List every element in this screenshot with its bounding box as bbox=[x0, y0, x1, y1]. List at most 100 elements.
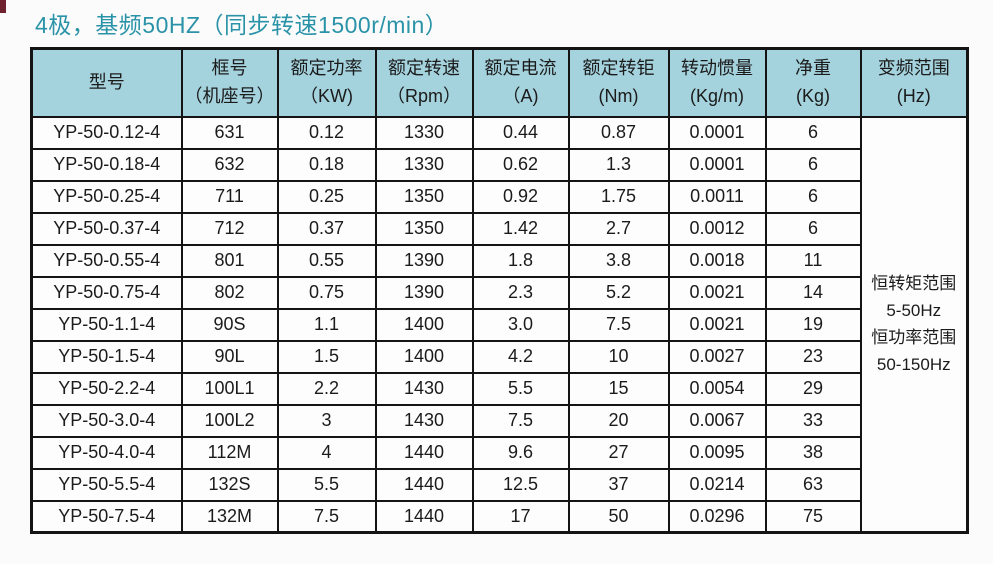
cell-weight: 6 bbox=[764, 179, 862, 214]
table-row: YP-50-1.5-4 90L 1.5 1400 4.2 10 0.0027 23 bbox=[30, 339, 968, 374]
col-header-current-label: 额定电流 bbox=[484, 57, 557, 78]
cell-torque: 7.5 bbox=[567, 307, 670, 342]
cell-inertia: 0.0067 bbox=[667, 403, 767, 438]
table-header: 型号 框号 （机座号） 额定功率 （KW) 额定转速 （Rpm） 额定电流 （A) 额定转钜 (Nm… bbox=[30, 47, 969, 118]
table-body: YP-50-0.12-4 631 0.12 1330 0.44 0.87 0.0001 6 恒转… bbox=[30, 115, 969, 534]
cell-current: 0.92 bbox=[471, 179, 570, 214]
cell-torque: 5.2 bbox=[567, 275, 670, 310]
cell-model: YP-50-0.55-4 bbox=[30, 243, 183, 278]
cell-torque: 15 bbox=[567, 371, 670, 406]
cell-power: 2.2 bbox=[276, 371, 377, 406]
col-header-inertia-unit: (Kg/m) bbox=[690, 85, 744, 106]
cell-power: 1.5 bbox=[276, 339, 377, 374]
cell-speed: 1390 bbox=[374, 275, 474, 310]
cell-current: 0.44 bbox=[471, 115, 570, 150]
cell-frame: 100L1 bbox=[180, 371, 279, 406]
cell-torque: 0.87 bbox=[567, 115, 670, 150]
col-header-freq-range-unit: (Hz) bbox=[896, 85, 931, 106]
cell-inertia: 0.0011 bbox=[667, 179, 767, 214]
cell-speed: 1350 bbox=[374, 211, 474, 246]
col-header-weight: 净重 (Kg) bbox=[764, 47, 862, 118]
cell-model: YP-50-1.5-4 bbox=[30, 339, 183, 374]
cell-frame: 631 bbox=[180, 115, 279, 150]
cell-inertia: 0.0001 bbox=[667, 115, 767, 150]
cell-speed: 1440 bbox=[374, 435, 474, 470]
table-row: YP-50-0.37-4 712 0.37 1350 1.42 2.7 0.0012 6 bbox=[30, 211, 968, 246]
cell-current: 1.8 bbox=[471, 243, 570, 278]
cell-frame: 132M bbox=[180, 499, 279, 534]
cell-power: 0.55 bbox=[276, 243, 377, 278]
cell-speed: 1400 bbox=[374, 307, 474, 342]
cell-weight: 75 bbox=[764, 499, 862, 534]
motor-spec-table: 型号 框号 （机座号） 额定功率 （KW) 额定转速 （Rpm） 额定电流 （A) 额定转钜 (Nm… bbox=[30, 47, 969, 534]
cell-model: YP-50-0.12-4 bbox=[30, 115, 183, 150]
cell-model: YP-50-0.37-4 bbox=[30, 211, 183, 246]
cell-torque: 27 bbox=[567, 435, 670, 470]
cell-weight: 29 bbox=[764, 371, 862, 406]
cell-frame: 632 bbox=[180, 147, 279, 182]
col-header-speed-unit: （Rpm） bbox=[386, 85, 461, 106]
cell-speed: 1440 bbox=[374, 499, 474, 534]
col-header-torque: 额定转钜 (Nm) bbox=[567, 47, 670, 118]
cell-torque: 3.8 bbox=[567, 243, 670, 278]
col-header-current: 额定电流 （A) bbox=[471, 47, 570, 118]
cell-torque: 37 bbox=[567, 467, 670, 502]
cell-current: 9.6 bbox=[471, 435, 570, 470]
cell-frame: 712 bbox=[180, 211, 279, 246]
cell-frame: 802 bbox=[180, 275, 279, 310]
col-header-weight-label: 净重 bbox=[795, 57, 831, 78]
cell-torque: 1.75 bbox=[567, 179, 670, 214]
col-header-freq-range-label: 变频范围 bbox=[877, 57, 950, 78]
cell-weight: 6 bbox=[764, 211, 862, 246]
cell-current: 3.0 bbox=[471, 307, 570, 342]
cell-current: 1.42 bbox=[471, 211, 570, 246]
table-row: YP-50-5.5-4 132S 5.5 1440 12.5 37 0.0214 63 bbox=[30, 467, 968, 502]
col-header-weight-unit: (Kg) bbox=[795, 85, 830, 106]
table-row: YP-50-1.1-4 90S 1.1 1400 3.0 7.5 0.0021 19 bbox=[30, 307, 968, 342]
cell-speed: 1330 bbox=[374, 115, 474, 150]
cell-weight: 33 bbox=[764, 403, 862, 438]
cell-weight: 19 bbox=[764, 307, 862, 342]
cell-current: 4.2 bbox=[471, 339, 570, 374]
cell-power: 4 bbox=[276, 435, 377, 470]
cell-weight: 11 bbox=[764, 243, 862, 278]
cell-speed: 1400 bbox=[374, 339, 474, 374]
cell-power: 0.37 bbox=[276, 211, 377, 246]
col-header-current-unit: （A) bbox=[502, 85, 539, 106]
cell-torque: 2.7 bbox=[567, 211, 670, 246]
cell-current: 5.5 bbox=[471, 371, 570, 406]
col-header-power: 额定功率 （KW) bbox=[276, 47, 377, 118]
cell-power: 0.18 bbox=[276, 147, 377, 182]
col-header-speed: 额定转速 （Rpm） bbox=[374, 47, 474, 118]
cell-inertia: 0.0027 bbox=[667, 339, 767, 374]
cell-inertia: 0.0296 bbox=[667, 499, 767, 534]
col-header-torque-unit: (Nm) bbox=[598, 85, 639, 106]
table-row: YP-50-0.12-4 631 0.12 1330 0.44 0.87 0.0001 6 恒转… bbox=[30, 115, 969, 534]
freq-range-line: 恒功率范围 bbox=[871, 328, 957, 348]
table-row: YP-50-0.55-4 801 0.55 1390 1.8 3.8 0.0018 11 bbox=[30, 243, 968, 278]
cell-inertia: 0.0012 bbox=[667, 211, 767, 246]
table-row: YP-50-7.5-4 132M 7.5 1440 17 50 0.0296 75 bbox=[30, 499, 968, 534]
col-header-frame-label: 框号 bbox=[211, 57, 248, 78]
col-header-power-label: 额定功率 bbox=[290, 57, 363, 78]
cell-inertia: 0.0021 bbox=[667, 275, 767, 310]
cell-inertia: 0.0095 bbox=[667, 435, 767, 470]
cell-inertia: 0.0054 bbox=[667, 371, 767, 406]
col-header-inertia: 转动惯量 (Kg/m) bbox=[667, 47, 767, 118]
table-row: YP-50-3.0-4 100L2 3 1430 7.5 20 0.0067 33 bbox=[30, 403, 968, 438]
col-header-freq-range: 变频范围 (Hz) bbox=[859, 47, 969, 118]
page-title: 4极，基频50HZ（同步转速1500r/min） bbox=[35, 12, 449, 38]
cell-torque: 1.3 bbox=[567, 147, 670, 182]
cell-model: YP-50-3.0-4 bbox=[30, 403, 183, 438]
cell-frame: 801 bbox=[180, 243, 279, 278]
cell-speed: 1440 bbox=[374, 467, 474, 502]
cell-power: 7.5 bbox=[276, 499, 377, 534]
col-header-speed-label: 额定转速 bbox=[388, 57, 460, 78]
cell-frame: 90L bbox=[180, 339, 279, 374]
col-header-model-label: 型号 bbox=[88, 71, 125, 92]
cell-speed: 1350 bbox=[374, 179, 474, 214]
cell-power: 0.25 bbox=[276, 179, 377, 214]
col-header-frame-unit: （机座号） bbox=[184, 85, 275, 106]
cell-weight: 23 bbox=[764, 339, 862, 374]
table-row: YP-50-0.75-4 802 0.75 1390 2.3 5.2 0.0021 14 bbox=[30, 275, 968, 310]
